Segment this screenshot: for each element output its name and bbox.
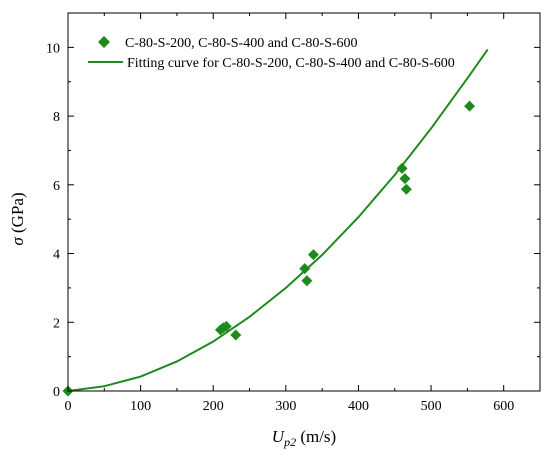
legend-marker-diamond <box>98 36 110 48</box>
x-tick-label: 200 <box>203 399 224 414</box>
y-tick-label: 4 <box>53 248 60 263</box>
data-point <box>400 183 412 195</box>
x-axis-title-unit: (m/s) <box>296 427 336 446</box>
x-axis-title: Up2 (m/s) <box>272 427 336 449</box>
y-tick-label: 0 <box>53 385 60 400</box>
x-tick-label: 100 <box>130 399 151 414</box>
y-tick-label: 10 <box>46 41 60 56</box>
y-tick-label: 6 <box>53 179 60 194</box>
axis-ticks: 0 100 200 300 400 500 600 0 2 4 6 8 10 <box>46 13 540 414</box>
y-axis-title-unit: (GPa) <box>8 192 27 237</box>
x-tick-label: 600 <box>493 399 514 414</box>
x-tick-label: 0 <box>65 399 72 414</box>
legend: C-80-S-200, C-80-S-400 and C-80-S-600 Fi… <box>88 36 455 71</box>
x-tick-label: 300 <box>275 399 296 414</box>
x-axis-title-sub: p2 <box>283 435 296 449</box>
data-point <box>396 162 408 174</box>
data-point <box>230 329 242 341</box>
y-tick-label: 2 <box>53 316 60 331</box>
y-axis-title: σ (GPa) <box>8 192 27 245</box>
data-point <box>307 249 319 261</box>
data-point <box>220 320 232 332</box>
data-point <box>299 263 311 275</box>
x-tick-label: 500 <box>421 399 442 414</box>
data-point <box>301 275 313 287</box>
y-axis-title-main: σ <box>8 237 27 246</box>
legend-label-fit: Fitting curve for C-80-S-200, C-80-S-400… <box>127 56 455 71</box>
legend-label-scatter: C-80-S-200, C-80-S-400 and C-80-S-600 <box>125 36 358 51</box>
data-point <box>464 100 476 112</box>
data-point <box>399 173 411 185</box>
y-tick-label: 8 <box>53 110 60 125</box>
fitting-curve <box>67 48 489 392</box>
x-axis-title-main: U <box>272 427 286 446</box>
x-tick-label: 400 <box>348 399 369 414</box>
plot-frame <box>67 12 541 392</box>
plot-area <box>62 48 489 397</box>
